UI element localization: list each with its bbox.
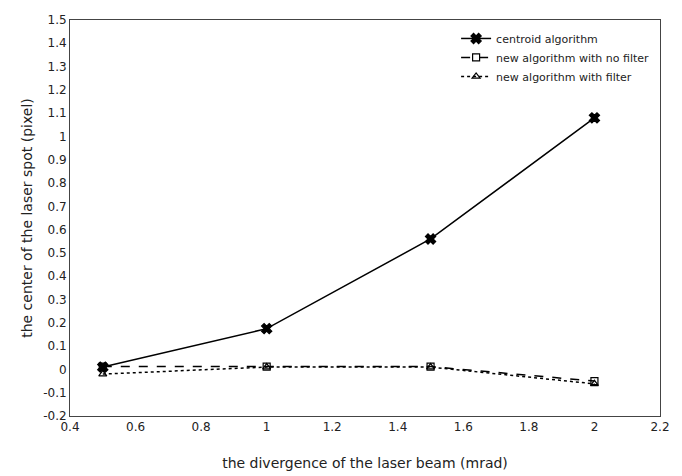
svg-text:0: 0 <box>59 363 67 377</box>
svg-text:0.3: 0.3 <box>48 293 67 307</box>
svg-text:-0.1: -0.1 <box>43 386 66 400</box>
svg-text:1.4: 1.4 <box>388 420 407 434</box>
svg-text:new algorithm with no filter: new algorithm with no filter <box>496 52 649 65</box>
svg-text:the divergence of the laser be: the divergence of the laser beam (mrad) <box>222 455 508 471</box>
svg-text:0.2: 0.2 <box>48 316 67 330</box>
svg-text:0.6: 0.6 <box>126 420 145 434</box>
svg-text:0.8: 0.8 <box>48 176 67 190</box>
svg-text:1: 1 <box>263 420 271 434</box>
svg-text:1.2: 1.2 <box>323 420 342 434</box>
svg-text:centroid algorithm: centroid algorithm <box>496 33 598 46</box>
svg-text:0.5: 0.5 <box>48 246 67 260</box>
svg-text:0.4: 0.4 <box>48 269 67 283</box>
svg-text:1.3: 1.3 <box>48 60 67 74</box>
svg-text:1.6: 1.6 <box>454 420 473 434</box>
svg-text:1.5: 1.5 <box>48 13 67 27</box>
svg-text:0.4: 0.4 <box>60 420 79 434</box>
svg-text:-0.2: -0.2 <box>43 409 66 423</box>
svg-text:the center of the laser spot (: the center of the laser spot (pixel) <box>19 98 35 338</box>
svg-text:0.7: 0.7 <box>48 200 67 214</box>
svg-text:1.4: 1.4 <box>48 36 67 50</box>
svg-text:1.2: 1.2 <box>48 83 67 97</box>
svg-text:0.9: 0.9 <box>48 153 67 167</box>
svg-text:0.8: 0.8 <box>192 420 211 434</box>
svg-text:1: 1 <box>59 130 67 144</box>
svg-text:0.1: 0.1 <box>48 339 67 353</box>
svg-text:2: 2 <box>591 420 599 434</box>
svg-text:1.8: 1.8 <box>519 420 538 434</box>
svg-text:1.1: 1.1 <box>48 106 67 120</box>
svg-text:0.6: 0.6 <box>48 223 67 237</box>
svg-text:new algorithm with filter: new algorithm with filter <box>496 71 632 84</box>
svg-text:2.2: 2.2 <box>650 420 669 434</box>
